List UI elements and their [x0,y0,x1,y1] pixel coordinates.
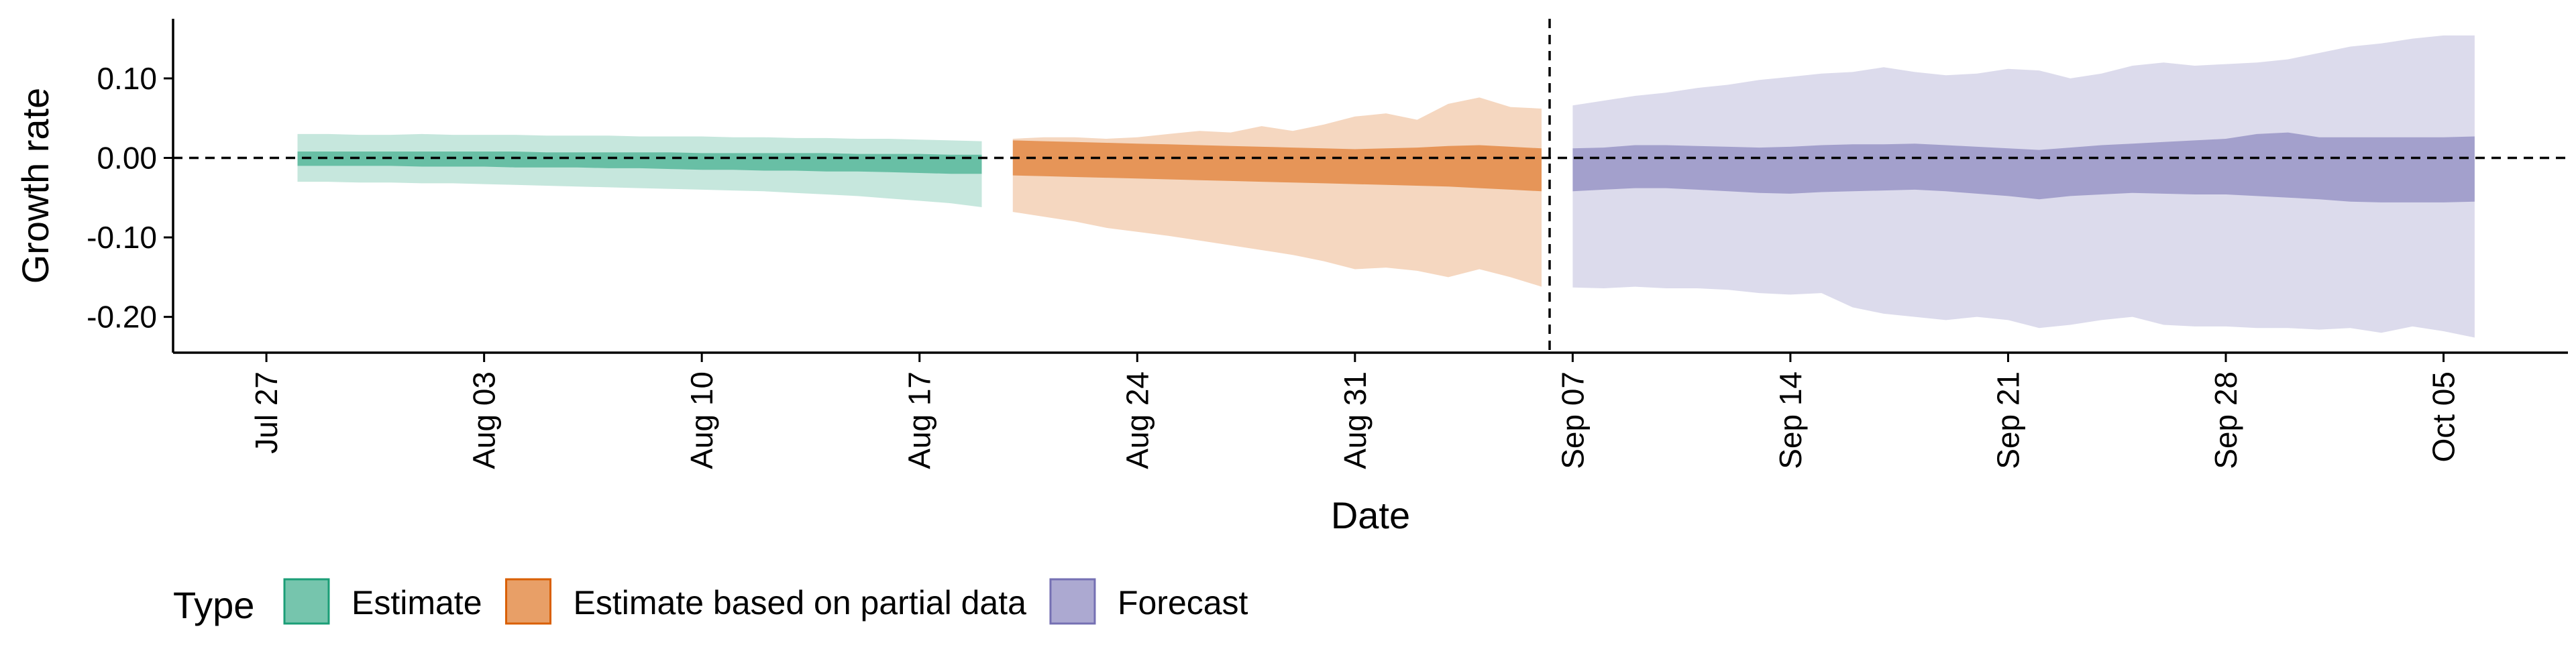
x-tick-label: Aug 17 [902,371,937,469]
y-tick-label: -0.20 [87,300,157,335]
x-tick-label: Sep 28 [2208,371,2243,469]
legend-swatch-1 [505,578,552,625]
y-tick-label: -0.10 [87,220,157,255]
axes: 0.10 0.00 -0.10 -0.20 Jul 27 Aug 03 Aug 10 Aug … [87,19,2568,469]
band-inner-series-1 [1012,140,1542,192]
band-outer-series-1 [1012,97,1542,287]
y-axis-title: Growth rate [14,88,56,284]
x-tick-label: Aug 31 [1338,371,1373,469]
x-tick-label: Aug 10 [684,371,719,469]
x-tick-label: Sep 07 [1555,371,1590,469]
y-tick-label: 0.00 [97,141,157,176]
y-tick-label: 0.10 [97,61,157,96]
legend-label-1: Estimate based on partial data [574,584,1027,622]
x-tick-label: Jul 27 [249,371,284,454]
legend: Type Estimate Estimate based on partial d… [173,578,1248,626]
legend-title: Type [173,584,254,626]
legend-label-0: Estimate [352,584,482,622]
x-tick-label: Aug 24 [1120,371,1155,469]
x-tick-label: Aug 03 [467,371,502,469]
x-axis-title: Date [1331,494,1410,536]
legend-swatch-0 [283,578,330,625]
reference-lines [173,19,2568,353]
x-tick-label: Sep 21 [1990,371,2025,469]
x-tick-label: Oct 05 [2426,371,2461,463]
legend-swatch-2 [1049,578,1096,625]
bands-layer [297,35,2475,338]
legend-label-2: Forecast [1118,584,1248,622]
x-tick-label: Sep 14 [1773,371,1808,469]
band-inner-series-2 [1572,132,2475,202]
